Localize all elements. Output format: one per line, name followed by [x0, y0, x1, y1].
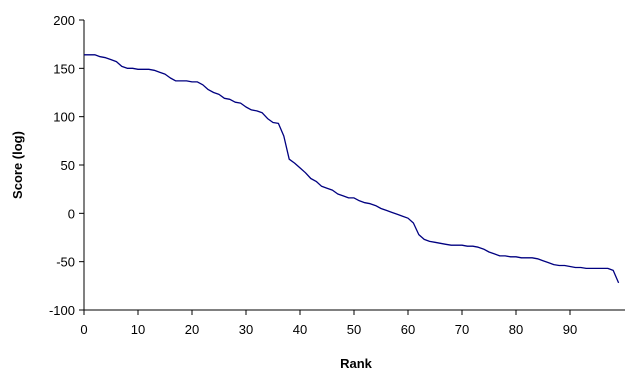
x-tick-label: 10 [131, 322, 145, 337]
x-ticks: 0 10 20 30 40 50 60 70 80 90 [80, 310, 577, 337]
score-series-line [84, 54, 620, 284]
x-tick-label: 20 [185, 322, 199, 337]
x-tick-label: 80 [509, 322, 523, 337]
plot-area [84, 54, 620, 284]
y-axis-label: Score (log) [10, 131, 25, 199]
y-tick-label: 150 [53, 61, 75, 76]
axes [83, 20, 625, 311]
x-tick-label: 90 [563, 322, 577, 337]
x-tick-label: 50 [347, 322, 361, 337]
x-axis-label: Rank [340, 356, 373, 371]
x-tick-label: 0 [80, 322, 87, 337]
y-tick-label: -50 [56, 255, 75, 270]
y-tick-label: 100 [53, 110, 75, 125]
x-tick-label: 30 [239, 322, 253, 337]
y-ticks: -100 -50 0 50 100 150 200 [49, 13, 84, 318]
x-tick-label: 70 [455, 322, 469, 337]
x-tick-label: 40 [293, 322, 307, 337]
y-tick-label: 200 [53, 13, 75, 28]
y-tick-label: -100 [49, 303, 75, 318]
y-tick-label: 0 [68, 206, 75, 221]
y-tick-label: 50 [61, 158, 75, 173]
x-tick-label: 60 [401, 322, 415, 337]
